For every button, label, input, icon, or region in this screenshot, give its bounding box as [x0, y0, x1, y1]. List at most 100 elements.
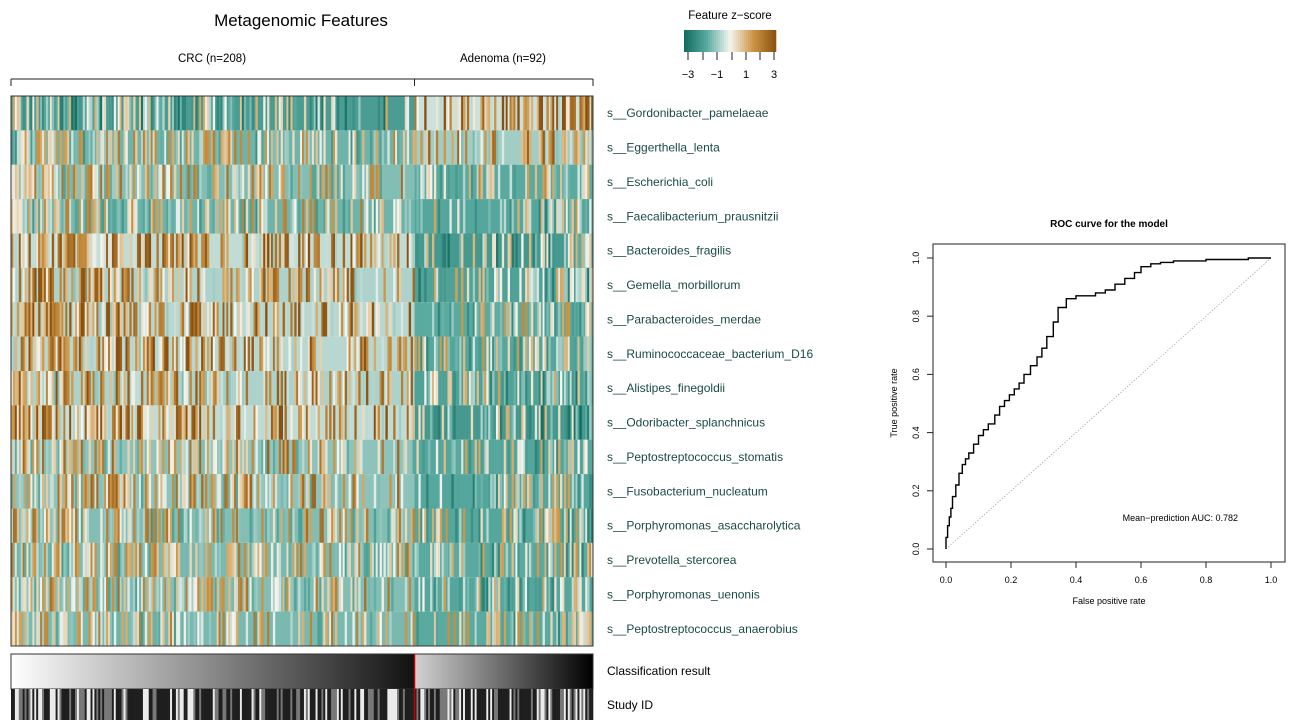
heatmap-cell — [294, 371, 297, 406]
heatmap-cell — [466, 302, 470, 337]
heatmap-cell — [317, 233, 320, 268]
heatmap-cell — [482, 233, 485, 268]
heatmap-cell — [24, 199, 27, 234]
study-id-cell — [356, 689, 359, 720]
heatmap-cell — [255, 199, 258, 234]
heatmap-cell — [67, 508, 70, 543]
heatmap-cell — [199, 164, 202, 200]
heatmap-cell — [567, 336, 571, 371]
heatmap-cell — [71, 542, 74, 578]
heatmap-cell — [548, 267, 551, 303]
study-id-cell — [257, 689, 260, 720]
study-id-cell — [540, 689, 543, 720]
heatmap-cell — [241, 164, 245, 200]
study-id-cell — [395, 689, 398, 720]
heatmap-cell — [173, 371, 177, 406]
heatmap-cell — [49, 164, 53, 200]
heatmap-cell — [34, 199, 37, 234]
heatmap-cell — [144, 336, 148, 371]
heatmap-cell — [371, 199, 375, 234]
heatmap-cell — [214, 542, 218, 578]
heatmap-cell — [552, 577, 555, 612]
heatmap-cell — [274, 336, 278, 371]
heatmap-cell — [206, 233, 210, 268]
heatmap-cell — [113, 474, 117, 509]
study-id-cell — [433, 689, 437, 720]
heatmap-cell — [591, 508, 594, 543]
heatmap-cell — [152, 577, 155, 612]
heatmap-cell — [146, 405, 150, 440]
heatmap-cell — [201, 302, 204, 337]
heatmap-cell — [511, 96, 514, 131]
heatmap-cell — [542, 199, 545, 234]
heatmap-cell — [251, 233, 254, 268]
heatmap-cell — [131, 405, 134, 440]
heatmap-cell — [352, 267, 355, 303]
heatmap-cell — [375, 164, 379, 200]
heatmap-cell — [183, 474, 186, 509]
roc-curve — [945, 257, 1271, 549]
heatmap-cell — [416, 199, 419, 234]
heatmap-cell — [24, 542, 27, 578]
heatmap-cell — [433, 542, 437, 578]
heatmap-cell — [144, 199, 148, 234]
heatmap-cell — [313, 371, 316, 406]
heatmap-cell — [164, 577, 167, 612]
heatmap-cell — [63, 96, 66, 131]
heatmap-cell — [71, 130, 74, 165]
heatmap-cell — [26, 508, 29, 543]
heatmap-cell — [201, 508, 204, 543]
heatmap-cell — [152, 96, 155, 131]
heatmap-cell — [86, 371, 89, 406]
heatmap-cell — [90, 542, 93, 578]
heatmap-cell — [125, 336, 128, 371]
heatmap-cell — [57, 439, 60, 475]
heatmap-cell — [591, 577, 594, 612]
heatmap-cell — [195, 302, 198, 337]
heatmap-cell — [148, 371, 152, 406]
heatmap-cell — [342, 267, 346, 303]
heatmap-cell — [348, 199, 351, 234]
heatmap-cell — [222, 439, 225, 475]
heatmap-cell — [571, 371, 574, 406]
heatmap-cell — [61, 439, 64, 475]
study-id-cell — [542, 689, 545, 720]
heatmap-cell — [210, 130, 214, 165]
heatmap-cell — [484, 405, 487, 440]
heatmap-cell — [115, 474, 119, 509]
study-id-cell — [321, 689, 324, 720]
study-id-cell — [203, 689, 206, 720]
heatmap-cell — [548, 130, 551, 165]
heatmap-cell — [478, 577, 481, 612]
heatmap-cell — [12, 577, 16, 612]
heatmap-cell — [577, 233, 580, 268]
heatmap-cell — [36, 164, 39, 200]
heatmap-cell — [519, 336, 522, 371]
heatmap-cell — [210, 336, 214, 371]
heatmap-cell — [150, 267, 154, 303]
heatmap-cell — [166, 130, 169, 165]
heatmap-cell — [414, 542, 417, 578]
color-scale-swatch — [722, 30, 725, 52]
heatmap-cell — [589, 233, 592, 268]
heatmap-cell — [393, 164, 396, 200]
track-label-study-id: Study ID — [607, 698, 653, 712]
heatmap-cell — [119, 508, 122, 543]
heatmap-cell — [317, 371, 320, 406]
heatmap-cell — [523, 267, 526, 303]
heatmap-cell — [463, 611, 466, 646]
heatmap-cell — [166, 302, 169, 337]
heatmap-cell — [90, 267, 93, 303]
heatmap-cell — [98, 199, 101, 234]
heatmap-cell — [228, 96, 231, 131]
heatmap-cell — [397, 233, 400, 268]
heatmap-cell — [247, 336, 251, 371]
heatmap-cell — [82, 611, 86, 646]
heatmap-cell — [497, 267, 501, 303]
heatmap-cell — [513, 508, 516, 543]
heatmap-cell — [259, 130, 262, 165]
heatmap-cell — [583, 164, 586, 200]
heatmap-cell — [224, 267, 227, 303]
heatmap-cell — [137, 164, 140, 200]
heatmap-cell — [525, 96, 528, 131]
